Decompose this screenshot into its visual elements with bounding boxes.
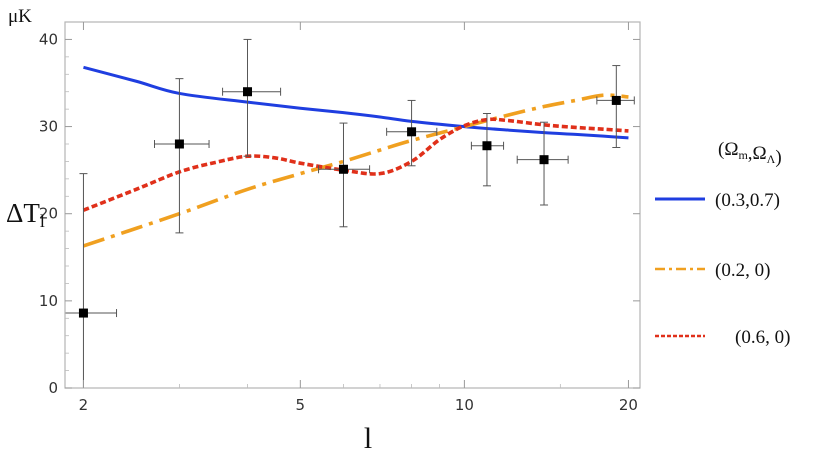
y-tick-label: 40 <box>39 30 58 48</box>
plot-frame <box>64 21 641 389</box>
y-tick-label: 10 <box>39 292 58 310</box>
data-point-5 <box>482 141 492 151</box>
data-point-2 <box>243 87 253 97</box>
data-point-7 <box>611 95 621 105</box>
legend-label-2: (0.6, 0) <box>735 327 790 348</box>
data-point-0 <box>78 308 88 318</box>
x-tick-label: 10 <box>455 396 474 414</box>
legend-label-0: (0.3,0.7) <box>715 190 780 211</box>
plot-area <box>64 38 635 389</box>
data-point-6 <box>539 155 549 165</box>
y-tick-label: 0 <box>48 379 58 397</box>
series-line-2 <box>82 117 629 212</box>
data-point-3 <box>338 164 348 174</box>
series-line-0 <box>83 65 629 140</box>
x-tick-label: 20 <box>619 396 638 414</box>
legend-title: (Ωm,ΩΛ) <box>718 139 782 168</box>
legend: (Ωm,ΩΛ) (0.3,0.7) (0.2, 0) (0.6, 0) <box>655 139 790 348</box>
data-point-4 <box>407 127 417 137</box>
y-tick-label: 20 <box>39 205 58 223</box>
x-tick-label: 5 <box>296 396 306 414</box>
legend-label-1: (0.2, 0) <box>715 260 770 281</box>
x-tick-label: 2 <box>79 396 89 414</box>
y-tick-label: 30 <box>39 118 58 136</box>
data-point-1 <box>174 139 184 149</box>
y-axis-label: ΔTl <box>6 198 45 231</box>
x-axis-label: l <box>364 422 372 455</box>
series-line-1 <box>82 93 629 248</box>
y-axis-unit: μK <box>8 6 32 27</box>
